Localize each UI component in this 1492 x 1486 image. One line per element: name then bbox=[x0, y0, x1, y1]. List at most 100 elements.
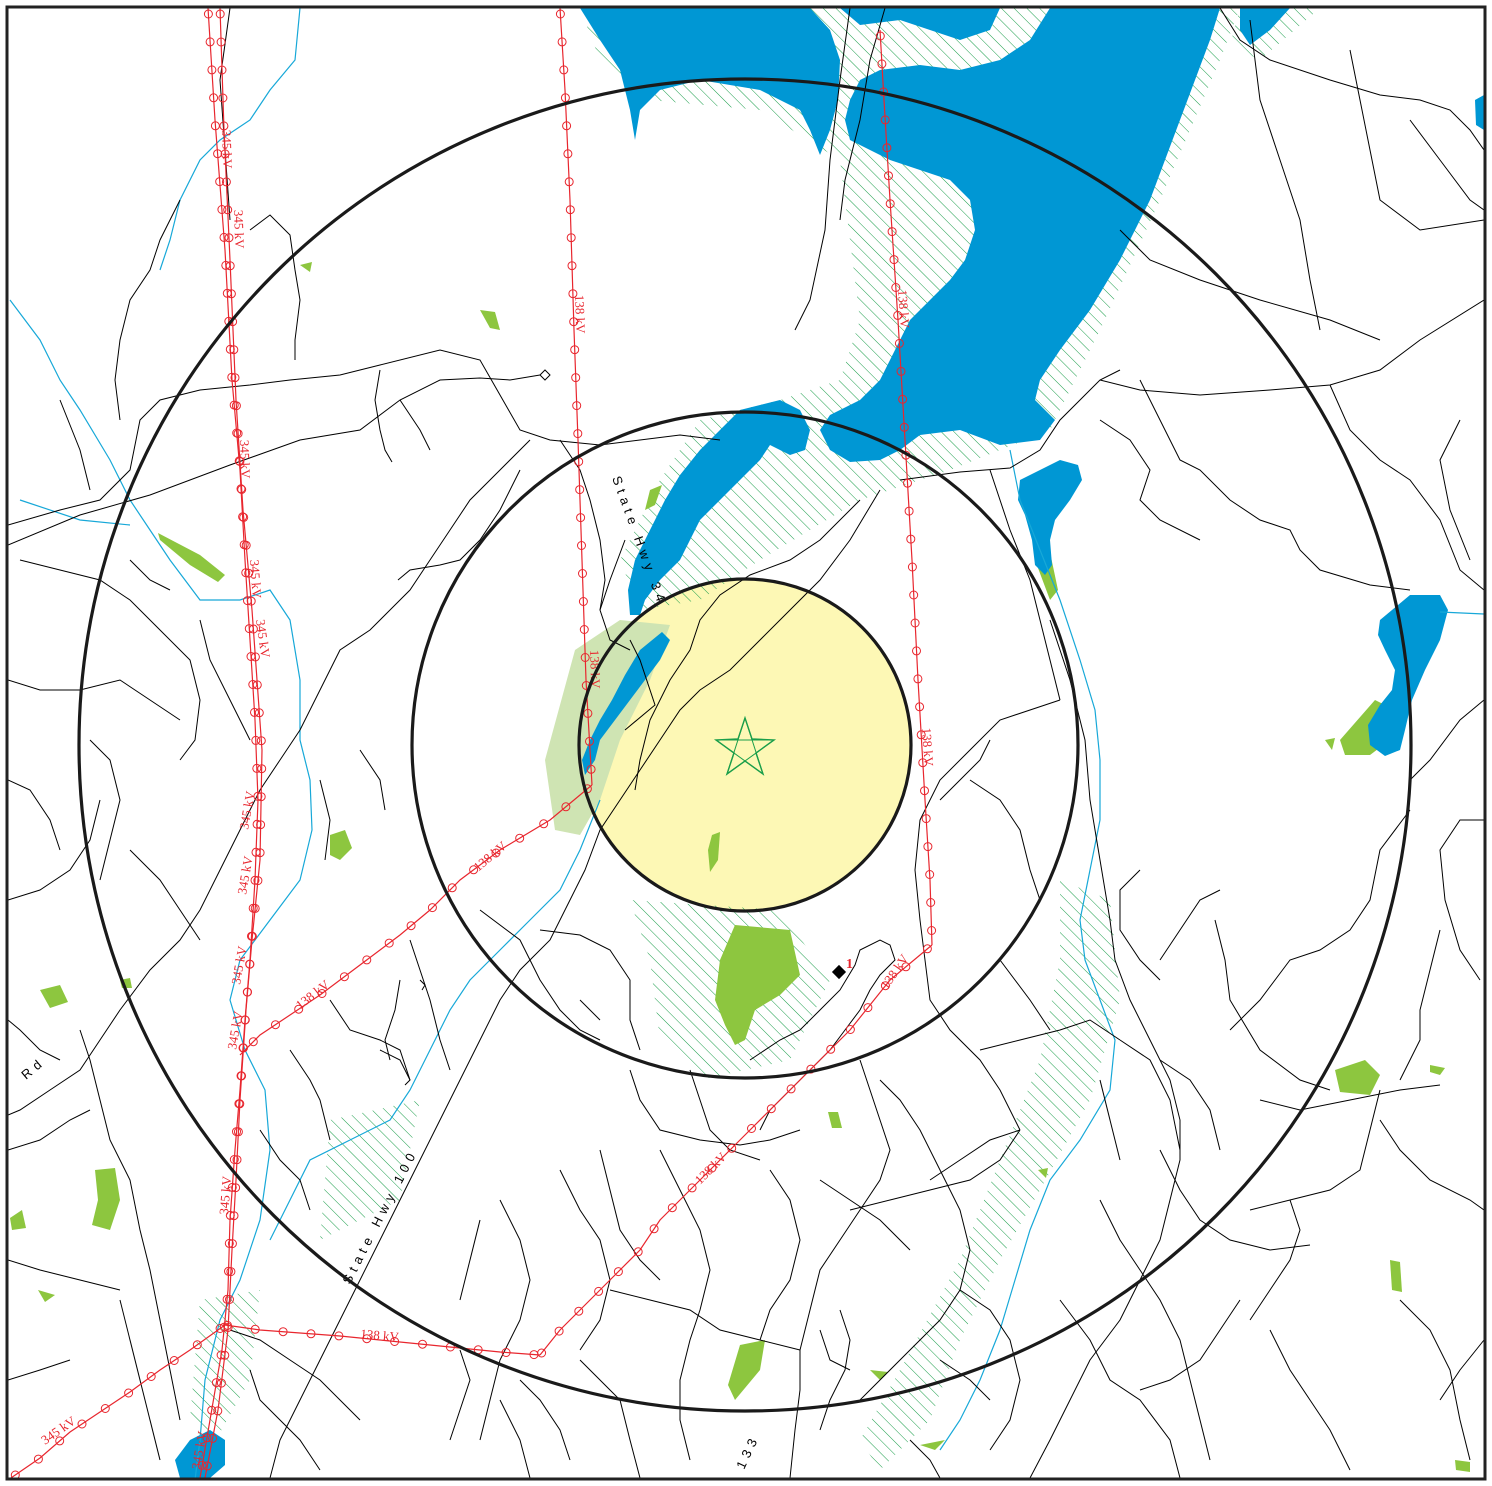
power-pole-marker bbox=[418, 1339, 427, 1349]
power-pole-marker bbox=[250, 903, 260, 913]
power-pole-marker bbox=[224, 1238, 234, 1248]
power-pole-marker bbox=[241, 540, 251, 550]
power-pole-marker bbox=[248, 1037, 258, 1047]
power-pole-marker bbox=[875, 31, 885, 41]
power-pole-marker bbox=[575, 485, 585, 495]
power-pole-marker bbox=[903, 478, 912, 488]
power-pole-marker bbox=[572, 401, 582, 411]
power-pole-marker bbox=[208, 1433, 218, 1443]
power-pole-marker bbox=[447, 883, 457, 893]
power-pole-marker bbox=[203, 9, 213, 19]
power-pole-marker bbox=[707, 1163, 717, 1173]
power-pole-marker bbox=[226, 1267, 236, 1277]
ring-outer bbox=[77, 77, 1413, 1413]
kv-label: 345 kV bbox=[228, 944, 250, 985]
power-pole-marker bbox=[845, 1025, 855, 1034]
power-pole-marker bbox=[884, 171, 893, 181]
power-pole-marker bbox=[910, 618, 920, 628]
power-pole-marker bbox=[169, 1356, 179, 1365]
power-pole-marker bbox=[225, 344, 235, 354]
power-pole-marker bbox=[882, 143, 892, 153]
power-pole-marker bbox=[567, 261, 577, 271]
power-pole-marker bbox=[406, 921, 416, 931]
power-pole-marker bbox=[252, 763, 262, 773]
power-pole-marker bbox=[915, 702, 925, 712]
power-pole-marker bbox=[687, 1183, 697, 1193]
power-pole-marker bbox=[243, 596, 252, 606]
power-pole-marker bbox=[256, 736, 266, 746]
power-pole-marker bbox=[586, 764, 596, 774]
power-pole-marker bbox=[909, 590, 919, 600]
power-pole-marker bbox=[253, 876, 263, 886]
power-pole-marker bbox=[226, 289, 236, 299]
power-pole-marker bbox=[10, 1470, 20, 1478]
power-pole-marker bbox=[554, 1326, 564, 1336]
power-pole-marker bbox=[221, 177, 231, 187]
power-pole-marker bbox=[55, 1436, 65, 1446]
power-pole-marker bbox=[889, 255, 899, 265]
power-pole-marker bbox=[250, 652, 260, 662]
power-pole-marker bbox=[334, 1331, 344, 1341]
kv-label: 345 kV bbox=[224, 1009, 246, 1050]
power-pole-marker bbox=[213, 1406, 223, 1416]
power-pole-marker bbox=[243, 987, 252, 997]
power-pole-marker bbox=[233, 429, 243, 439]
power-pole-marker bbox=[539, 819, 549, 829]
power-pole-marker bbox=[223, 1320, 232, 1330]
power-pole-marker bbox=[220, 149, 230, 159]
power-pole-marker bbox=[33, 1454, 43, 1464]
power-pole-marker bbox=[880, 981, 890, 991]
power-pole-marker bbox=[239, 1043, 248, 1053]
power-pole-marker bbox=[339, 972, 349, 982]
power-pole-marker bbox=[916, 730, 926, 740]
power-pole-marker bbox=[559, 65, 569, 75]
power-pole-marker bbox=[223, 205, 233, 215]
power-pole-marker bbox=[197, 1460, 207, 1470]
power-pole-marker bbox=[727, 1143, 737, 1153]
power-pole-marker bbox=[254, 708, 264, 718]
power-pole-marker bbox=[217, 205, 227, 214]
power-pole-marker bbox=[271, 1020, 280, 1030]
power-pole-marker bbox=[124, 1388, 134, 1398]
power-pole-marker bbox=[248, 680, 258, 689]
power-pole-marker bbox=[241, 568, 251, 578]
power-pole-marker bbox=[231, 1183, 241, 1193]
power-pole-marker bbox=[578, 597, 588, 606]
power-pole-marker bbox=[246, 652, 256, 661]
power-pole-marker bbox=[877, 59, 887, 69]
kv-label: 138 kV bbox=[572, 295, 588, 335]
power-pole-marker bbox=[667, 1203, 677, 1213]
power-pole-marker bbox=[923, 842, 933, 852]
power-pole-marker bbox=[220, 1350, 230, 1360]
power-pole-marker bbox=[891, 283, 901, 292]
power-pole-marker bbox=[907, 562, 917, 572]
power-pole-marker bbox=[234, 456, 244, 466]
kv-label: 138 kV bbox=[895, 289, 913, 329]
power-pole-marker bbox=[235, 1099, 245, 1109]
power-pole-marker bbox=[227, 1239, 237, 1249]
power-pole-marker bbox=[205, 37, 215, 47]
power-pole-marker bbox=[247, 931, 257, 941]
power-pole-marker bbox=[227, 372, 237, 382]
site-marker: 1 bbox=[831, 957, 853, 980]
power-pole-marker bbox=[237, 485, 247, 494]
inner-zone bbox=[579, 579, 911, 911]
power-pole-marker bbox=[362, 1334, 372, 1344]
kv-label: 345 kV bbox=[237, 440, 253, 480]
ring-inner bbox=[577, 577, 913, 913]
power-pole-marker bbox=[898, 394, 908, 404]
power-pole-marker bbox=[210, 121, 220, 131]
power-pole-marker bbox=[571, 373, 581, 383]
power-pole-marker bbox=[240, 1015, 250, 1025]
kv-label: 345 kV bbox=[216, 1175, 234, 1215]
power-pole-marker bbox=[248, 624, 258, 634]
power-pole-marker bbox=[557, 37, 567, 47]
power-pole-marker bbox=[896, 366, 906, 376]
power-pole-marker bbox=[251, 847, 261, 857]
power-pole-marker bbox=[570, 345, 580, 355]
power-pole-marker bbox=[244, 568, 254, 578]
power-pole-marker bbox=[250, 707, 259, 717]
power-pole-marker bbox=[766, 1104, 776, 1114]
power-pole-marker bbox=[239, 512, 249, 522]
